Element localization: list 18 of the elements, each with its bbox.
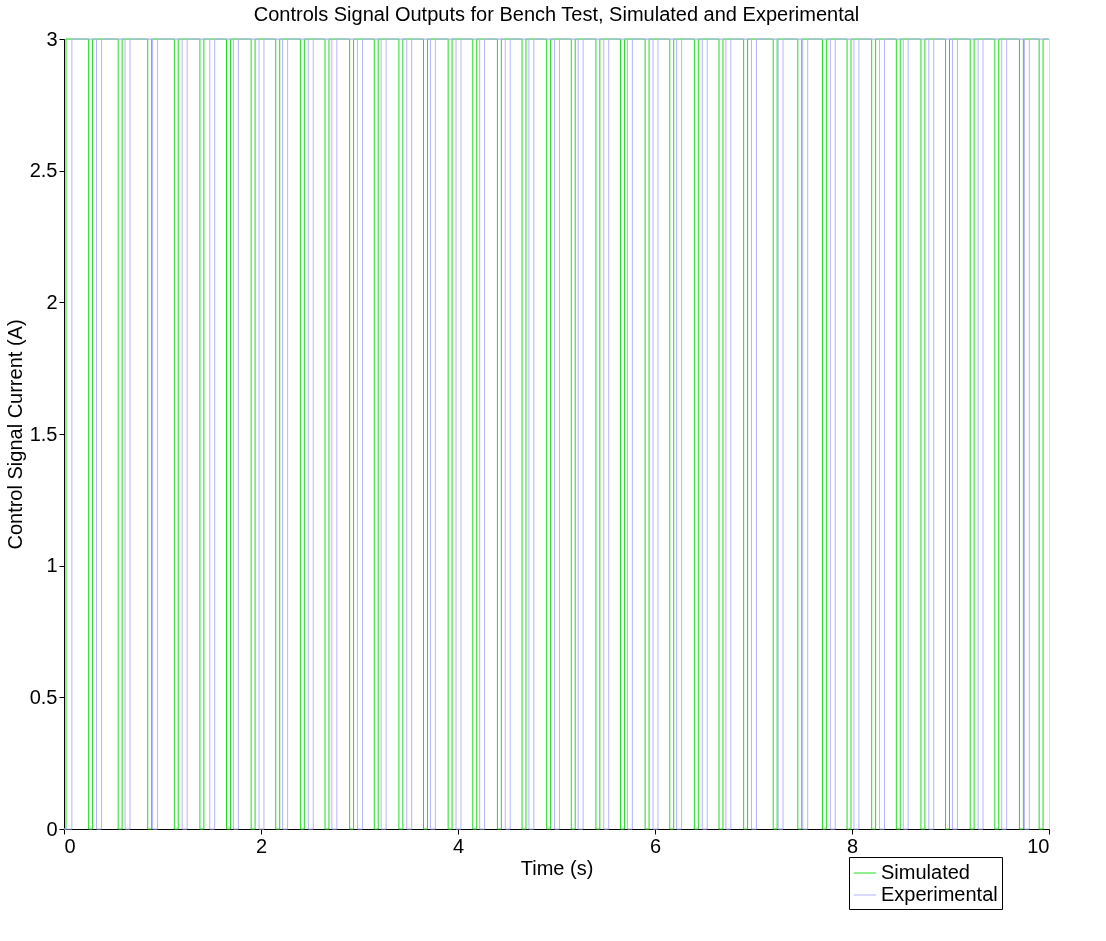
chart-title: Controls Signal Outputs for Bench Test, Simulated and Experimental bbox=[253, 3, 860, 25]
y-tick-label: 0 bbox=[46, 817, 58, 840]
x-tick-label: 4 bbox=[452, 834, 465, 857]
x-axis-title: Time (s) bbox=[520, 856, 594, 879]
y-tick-label: 0.5 bbox=[29, 685, 58, 708]
y-tick-label: 2 bbox=[46, 290, 58, 313]
x-tick-label: 8 bbox=[846, 834, 859, 857]
x-tick-label: 0 bbox=[64, 834, 76, 857]
x-tick-label: 10 bbox=[1027, 834, 1050, 857]
y-tick-label: 2.5 bbox=[29, 159, 58, 182]
x-tick-label: 6 bbox=[649, 834, 662, 857]
y-tick-label: 3 bbox=[46, 27, 58, 50]
x-tick-label: 2 bbox=[255, 834, 268, 857]
y-tick-label: 1 bbox=[46, 554, 58, 577]
y-tick-label: 1.5 bbox=[29, 422, 58, 445]
y-axis-title: Control Signal Current (A) bbox=[3, 319, 26, 550]
legend-label: Simulated bbox=[881, 861, 970, 883]
legend-label: Experimental bbox=[881, 883, 998, 905]
